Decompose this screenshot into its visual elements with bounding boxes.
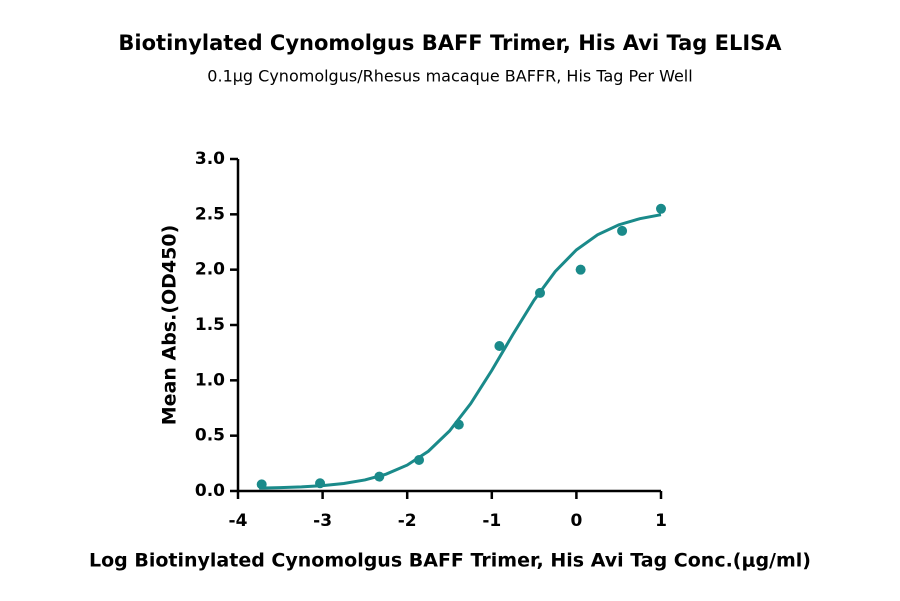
x-tick-label: -4 xyxy=(229,511,248,531)
x-tick-label: -2 xyxy=(398,511,417,531)
data-point xyxy=(494,341,505,352)
y-tick-label: 1.0 xyxy=(195,370,225,390)
data-point xyxy=(256,479,267,490)
x-tick-label: -1 xyxy=(482,511,501,531)
data-point xyxy=(575,264,586,275)
y-tick-label: 1.5 xyxy=(195,315,225,335)
x-axis-label: Log Biotinylated Cynomolgus BAFF Trimer,… xyxy=(89,550,811,572)
fit-curve xyxy=(259,213,662,490)
data-point xyxy=(374,471,385,482)
y-axis-label: Mean Abs.(OD450) xyxy=(159,225,181,426)
data-point xyxy=(414,455,425,466)
data-point xyxy=(656,203,666,214)
data-point xyxy=(453,419,464,430)
chart-subtitle: 0.1μg Cynomolgus/Rhesus macaque BAFFR, H… xyxy=(207,67,692,86)
y-tick-label: 0.5 xyxy=(195,426,225,446)
y-tick-label: 3.0 xyxy=(195,149,225,169)
y-tick-label: 2.0 xyxy=(195,260,225,280)
x-tick-label: -3 xyxy=(313,511,332,531)
y-tick-label: 0.0 xyxy=(195,481,225,501)
x-tick-label: 0 xyxy=(570,511,582,531)
y-tick-label: 2.5 xyxy=(195,204,225,224)
x-tick-label: 1 xyxy=(655,511,667,531)
data-point xyxy=(617,225,628,236)
chart-title: Biotinylated Cynomolgus BAFF Trimer, His… xyxy=(118,31,782,55)
data-point xyxy=(315,478,326,489)
data-point xyxy=(535,287,546,298)
